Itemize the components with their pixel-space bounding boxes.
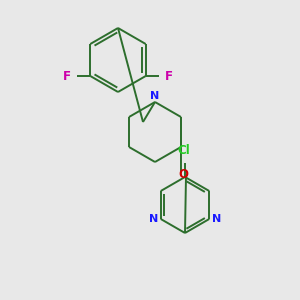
Text: N: N (150, 91, 160, 101)
Text: N: N (212, 214, 221, 224)
Text: O: O (178, 169, 188, 182)
Text: N: N (148, 214, 158, 224)
Text: F: F (165, 70, 173, 83)
Text: F: F (63, 70, 71, 83)
Text: Cl: Cl (178, 144, 190, 157)
